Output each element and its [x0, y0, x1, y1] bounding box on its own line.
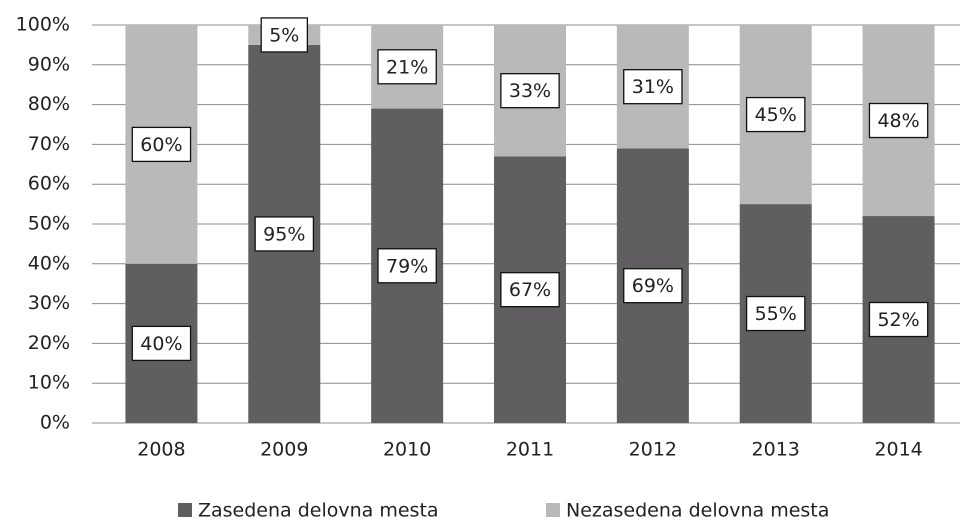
data-label-box	[868, 301, 929, 338]
data-label: 21%	[386, 56, 428, 78]
data-label-box	[131, 325, 192, 362]
y-tick-label: 20%	[28, 332, 70, 354]
data-label-box	[131, 126, 192, 163]
y-tick-label: 10%	[28, 372, 70, 394]
x-tick-label: 2014	[874, 439, 922, 461]
data-label: 67%	[509, 279, 551, 301]
data-label: 45%	[755, 104, 797, 126]
x-tick-label: 2012	[629, 439, 677, 461]
x-tick-label: 2011	[506, 439, 554, 461]
data-label-box	[377, 248, 437, 284]
y-tick-label: 90%	[28, 53, 70, 75]
y-tick-label: 30%	[28, 292, 70, 314]
data-label-box	[500, 272, 560, 308]
data-label: 55%	[755, 303, 797, 325]
data-label-box	[623, 268, 683, 304]
data-label: 5%	[269, 24, 299, 46]
data-label-box	[254, 216, 315, 252]
data-label-box	[745, 96, 806, 133]
legend-label: Zasedena delovna mesta	[198, 500, 439, 522]
legend-label: Nezasedena delovna mesta	[566, 500, 829, 522]
y-tick-label: 0%	[40, 412, 70, 434]
y-tick-label: 40%	[28, 252, 70, 274]
data-label-box	[377, 49, 437, 85]
data-label-box	[868, 102, 929, 139]
x-tick-label: 2008	[137, 439, 185, 461]
data-label-box	[500, 73, 560, 109]
y-tick-label: 100%	[16, 14, 70, 36]
data-label: 33%	[509, 80, 551, 102]
y-tick-label: 60%	[28, 173, 70, 195]
data-label: 95%	[263, 223, 305, 245]
x-tick-label: 2010	[383, 439, 431, 461]
data-label-box	[260, 17, 309, 53]
x-tick-label: 2013	[752, 439, 800, 461]
data-label: 69%	[632, 275, 674, 297]
legend-swatch	[178, 503, 192, 517]
y-tick-label: 70%	[28, 133, 70, 155]
data-label: 40%	[140, 333, 182, 355]
data-label-box	[623, 69, 683, 105]
data-label: 52%	[877, 309, 919, 331]
data-label-box	[745, 295, 806, 332]
x-tick-label: 2009	[260, 439, 308, 461]
data-label: 60%	[140, 134, 182, 156]
y-tick-label: 50%	[28, 213, 70, 235]
legend-swatch	[546, 503, 560, 517]
data-label: 79%	[386, 255, 428, 277]
y-tick-label: 80%	[28, 93, 70, 115]
data-label: 31%	[632, 76, 674, 98]
data-label: 48%	[877, 110, 919, 132]
